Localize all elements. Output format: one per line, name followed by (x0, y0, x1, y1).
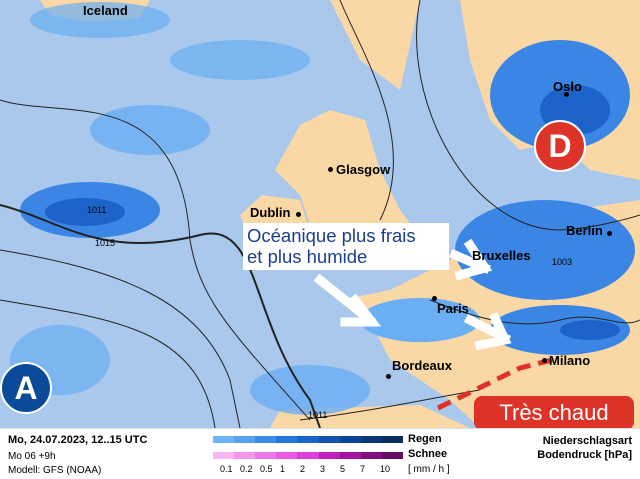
scale-tick: 2 (300, 464, 306, 474)
pressure-label: Bodendruck [hPa] (537, 449, 632, 461)
label-milano: Milano (549, 353, 591, 368)
label-berlin: Berlin (566, 223, 603, 238)
wind-arrows (313, 238, 512, 351)
isobar-label: 1015 (95, 238, 116, 248)
city-dot (542, 358, 547, 363)
city-dot (328, 167, 333, 172)
rain-label: Regen (408, 433, 442, 445)
isobar-label: 1003 (552, 257, 573, 267)
label-glasgow: Glasgow (336, 162, 391, 177)
high-pressure-marker: A (0, 362, 52, 414)
scale-swatch (360, 436, 382, 443)
scale-tick: 3 (320, 464, 326, 474)
label-paris: Paris (437, 301, 469, 316)
scale-swatch (297, 452, 319, 459)
scale-tick: 0.5 (260, 464, 273, 474)
city-dot (564, 92, 569, 97)
scale-swatch (213, 436, 235, 443)
date-label: Mo, 24.07.2023, 12..15 UTC (8, 434, 148, 446)
rain-scale (213, 436, 403, 443)
scale-ticks: 0.1 0.2 0.5 1 2 3 5 7 10 (220, 464, 405, 476)
scale-swatch (234, 436, 256, 443)
label-iceland: Iceland (83, 3, 128, 18)
scale-swatch (318, 436, 340, 443)
scale-tick: 1 (280, 464, 286, 474)
scale-swatch (381, 436, 403, 443)
hot-label: Très chaud (474, 396, 634, 430)
label-dublin: Dublin (250, 205, 291, 220)
scale-swatch (276, 436, 298, 443)
unit-label: [ mm / h ] (408, 464, 450, 475)
scale-tick: 0.2 (240, 464, 253, 474)
scale-swatch (339, 452, 361, 459)
callout-oceanic: Océanique plus frais et plus humide (243, 223, 449, 270)
scale-swatch (255, 436, 277, 443)
precip-type-label: Niederschlagsart (542, 435, 632, 447)
scale-swatch (213, 452, 235, 459)
model-label: Modell: GFS (NOAA) (8, 465, 102, 476)
scale-swatch (318, 452, 340, 459)
label-bruxelles: Bruxelles (472, 248, 531, 263)
city-dot (432, 296, 437, 301)
callout-line: Océanique plus frais (247, 225, 416, 246)
scale-tick: 5 (340, 464, 346, 474)
isobars (0, 0, 640, 429)
snow-scale (213, 452, 403, 459)
scale-swatch (234, 452, 256, 459)
scale-swatch (297, 436, 319, 443)
low-pressure-marker: D (534, 120, 586, 172)
scale-swatch (339, 436, 361, 443)
map-canvas (0, 0, 640, 429)
scale-swatch (276, 452, 298, 459)
legend: Mo, 24.07.2023, 12..15 UTC Mo 06 +9h Mod… (0, 428, 640, 479)
scale-tick: 7 (360, 464, 366, 474)
weather-map: Iceland Oslo Glasgow Dublin Berlin Bruxe… (0, 0, 640, 430)
scale-tick: 0.1 (220, 464, 233, 474)
scale-swatch (360, 452, 382, 459)
city-dot (607, 231, 612, 236)
callout-line: et plus humide (247, 246, 368, 267)
snow-label: Schnee (408, 448, 448, 460)
scale-swatch (255, 452, 277, 459)
label-oslo: Oslo (553, 79, 582, 94)
isobar-label: 1011 (87, 205, 107, 215)
isobar-label: 1011 (308, 410, 328, 420)
city-dot (296, 212, 301, 217)
scale-swatch (381, 452, 403, 459)
run-label: Mo 06 +9h (8, 451, 56, 462)
scale-tick: 10 (380, 464, 391, 474)
label-bordeaux: Bordeaux (392, 358, 452, 373)
city-dot (386, 374, 391, 379)
heat-boundary-line (436, 357, 553, 411)
